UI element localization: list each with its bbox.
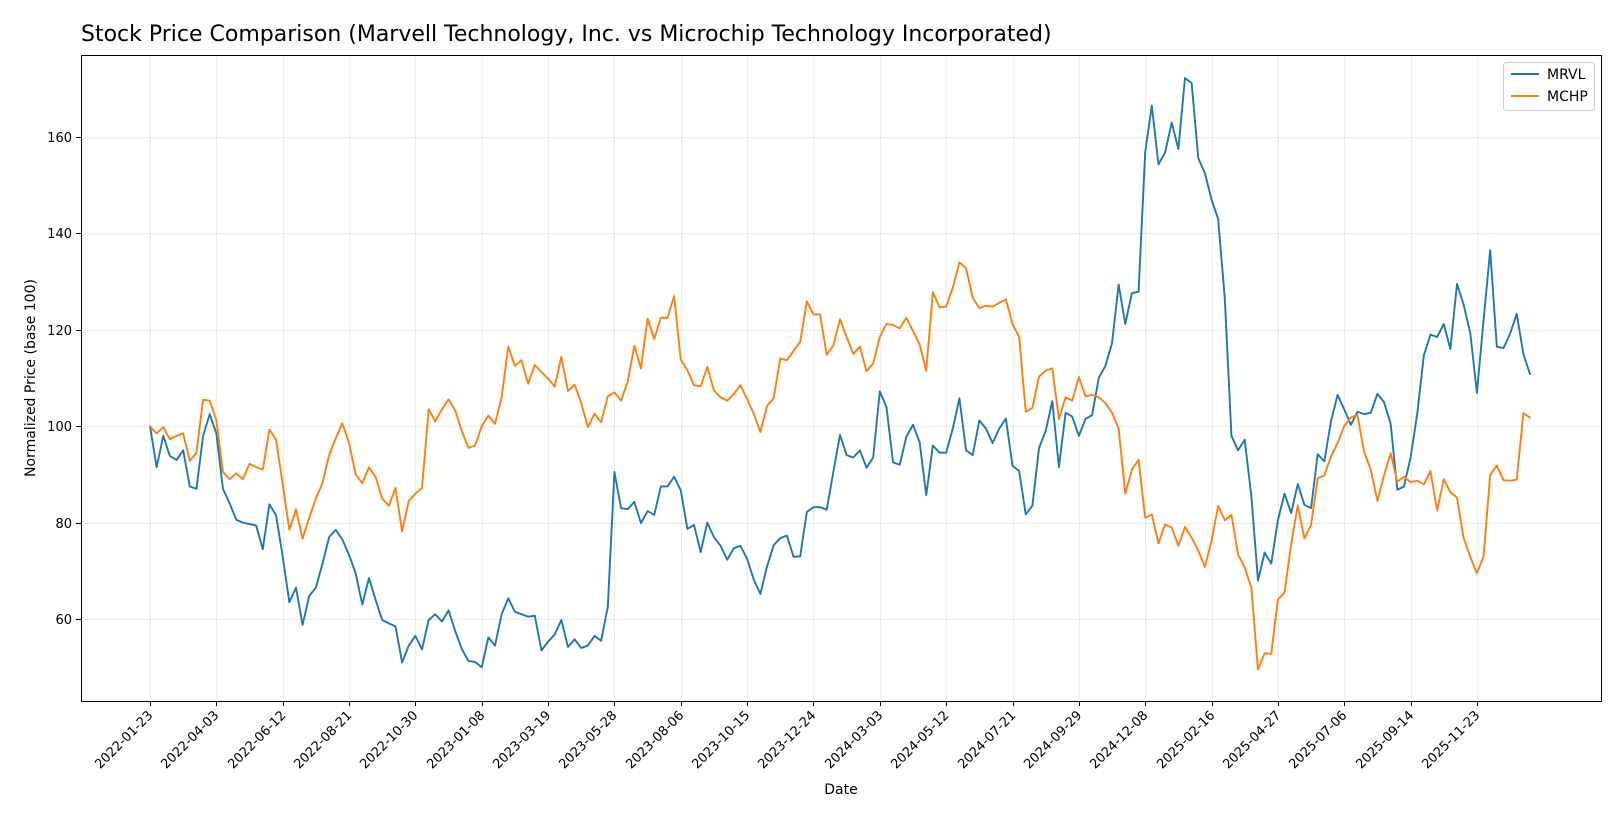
y-axis: 60 80 100 120 140 160 bbox=[47, 131, 81, 628]
x-axis-label: Date bbox=[824, 782, 857, 798]
series-line-mrvl bbox=[149, 77, 1531, 669]
series-layer bbox=[149, 77, 1531, 671]
series-line-mchp bbox=[149, 261, 1531, 671]
legend-label-mrvl: MRVL bbox=[1547, 67, 1586, 83]
legend: MRVL MCHP bbox=[1503, 62, 1595, 111]
y-tick-label: 100 bbox=[47, 420, 72, 435]
y-tick-label: 80 bbox=[55, 517, 72, 532]
plot-area-frame bbox=[81, 55, 1602, 702]
chart-title: Stock Price Comparison (Marvell Technolo… bbox=[81, 22, 1052, 47]
legend-label-mchp: MCHP bbox=[1547, 89, 1588, 105]
y-tick-label: 120 bbox=[47, 324, 72, 339]
y-tick-label: 60 bbox=[55, 613, 72, 628]
y-axis-label: Normalized Price (base 100) bbox=[23, 279, 39, 477]
y-tick-label: 140 bbox=[47, 227, 72, 242]
y-tick-label: 160 bbox=[47, 131, 72, 146]
